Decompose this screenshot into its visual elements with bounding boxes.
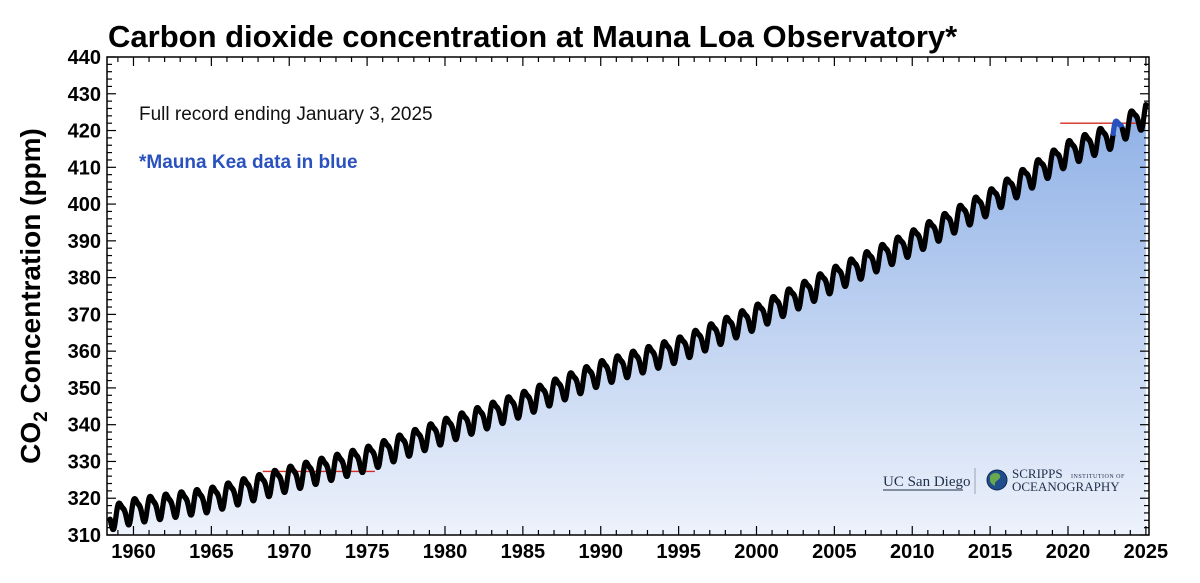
scripps-logo-line1: SCRIPPS [1012,466,1063,481]
x-tick-label: 2010 [890,541,935,563]
x-tick-label: 1990 [578,541,623,563]
y-axis-label: CO2 Concentration (ppm) [15,128,52,464]
y-tick-label: 390 [68,231,101,253]
x-tick-label: 2000 [734,541,779,563]
scripps-logo-line2: OCEANOGRAPHY [1012,479,1120,494]
axis-ticks [107,56,1149,536]
annotation-record-end: Full record ending January 3, 2025 [139,104,433,125]
x-tick-label: 2020 [1046,541,1091,563]
data-point-series-2 [1143,101,1149,108]
area-fill [110,104,1146,535]
y-tick-label: 380 [68,268,101,290]
annotation-mauna-kea: *Mauna Kea data in blue [139,152,358,173]
y-tick-label: 430 [68,84,101,106]
y-tick-label: 340 [68,415,101,437]
x-tick-label: 1980 [423,541,468,563]
x-tick-label: 1985 [501,541,546,563]
y-tick-label: 420 [68,121,101,143]
y-tick-label: 350 [68,378,101,400]
x-tick-label: 1960 [111,541,156,563]
y-tick-labels: 310 320 330 340 350 360 370 380 390 400 410 420 430 4… [68,47,101,547]
y-tick-label: 320 [68,488,101,510]
plot-frame [106,56,1150,536]
y-tick-label: 410 [68,157,101,179]
x-tick-label: 2005 [812,541,857,563]
x-tick-labels: 1960 1965 1970 1975 1980 1985 1990 1995 2000 2005… [111,541,1168,563]
chart-title: Carbon dioxide concentration at Mauna Lo… [108,19,958,54]
ucsd-logo: UC San Diego [883,474,971,491]
ucsd-logo-text: UC San Diego [883,474,971,490]
scripps-logo: SCRIPPS INSTITUTION OF OCEANOGRAPHY [986,466,1125,494]
x-tick-label: 2015 [968,541,1013,563]
data-points [107,101,1149,533]
x-tick-label: 2025 [1124,541,1169,563]
x-tick-label: 1965 [189,541,234,563]
y-tick-label: 360 [68,341,101,363]
y-tick-label: 330 [68,451,101,473]
x-tick-label: 1970 [267,541,312,563]
y-tick-label: 440 [68,47,101,69]
y-axis-label-rest: Concentration (ppm) [15,128,46,411]
y-tick-label: 400 [68,194,101,216]
y-axis-label-main: CO [15,422,46,464]
x-tick-label: 1995 [656,541,701,563]
y-axis-label-sub: 2 [31,411,52,422]
globe-icon [986,469,1008,491]
y-tick-label: 370 [68,304,101,326]
y-tick-label: 310 [68,525,101,547]
scripps-logo-line1-small: INSTITUTION OF [1071,474,1125,480]
x-tick-label: 1975 [345,541,390,563]
